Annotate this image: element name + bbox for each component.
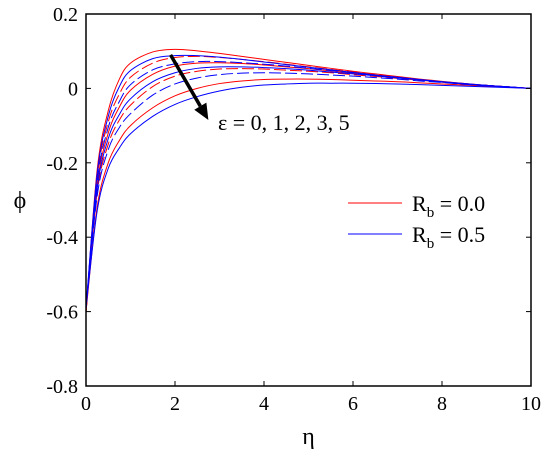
annotation-arrow-line	[169, 54, 202, 108]
ticks-layer	[85, 13, 532, 387]
y-tick-label: 0.2	[53, 4, 78, 26]
legend-label-rest: = 0.0	[434, 191, 485, 216]
y-tick-label: 0	[68, 78, 78, 100]
legend-label-rb-0-0: Rb = 0.0	[412, 191, 485, 221]
series-line-8	[85, 72, 532, 308]
legend-label-main: R	[412, 191, 427, 216]
x-tick-label: 4	[259, 393, 269, 415]
series-line-2	[85, 62, 532, 312]
legend-label-rest: = 0.5	[434, 222, 485, 247]
y-tick-label: -0.8	[46, 376, 78, 398]
y-tick-label: -0.4	[46, 227, 78, 249]
legend-label-sub: b	[427, 236, 435, 252]
series-line-4	[85, 78, 532, 312]
x-tick-label: 0	[81, 393, 91, 415]
annotation-arrow-head	[194, 102, 209, 121]
tick-labels-layer: 0 2 4 6 8 10 -0.8 -0.6 -0.4 -0.2 0 0.2	[46, 4, 541, 415]
plot-frame	[85, 13, 532, 387]
x-tick-label: 10	[521, 393, 541, 415]
legend-label-rb-0-5: Rb = 0.5	[412, 222, 485, 252]
series-layer	[85, 48, 532, 312]
y-tick-label: -0.2	[46, 153, 78, 175]
legend: Rb = 0.0 Rb = 0.5	[348, 191, 485, 252]
x-tick-label: 8	[437, 393, 447, 415]
legend-label-sub: b	[427, 205, 435, 221]
annotation-text: ε = 0, 1, 2, 3, 5	[218, 110, 350, 135]
x-tick-label: 6	[348, 393, 358, 415]
series-line-0	[85, 48, 532, 312]
y-tick-label: -0.6	[46, 302, 78, 324]
series-line-7	[85, 66, 532, 308]
series-line-9	[85, 82, 532, 308]
series-line-5	[85, 54, 532, 308]
y-axis-label: ϕ	[14, 188, 27, 214]
x-axis-label: η	[302, 424, 315, 450]
x-tick-label: 2	[170, 393, 180, 415]
annotation: ε = 0, 1, 2, 3, 5	[169, 54, 350, 135]
series-line-6	[85, 60, 532, 308]
series-line-3	[85, 68, 532, 312]
legend-label-main: R	[412, 222, 427, 247]
